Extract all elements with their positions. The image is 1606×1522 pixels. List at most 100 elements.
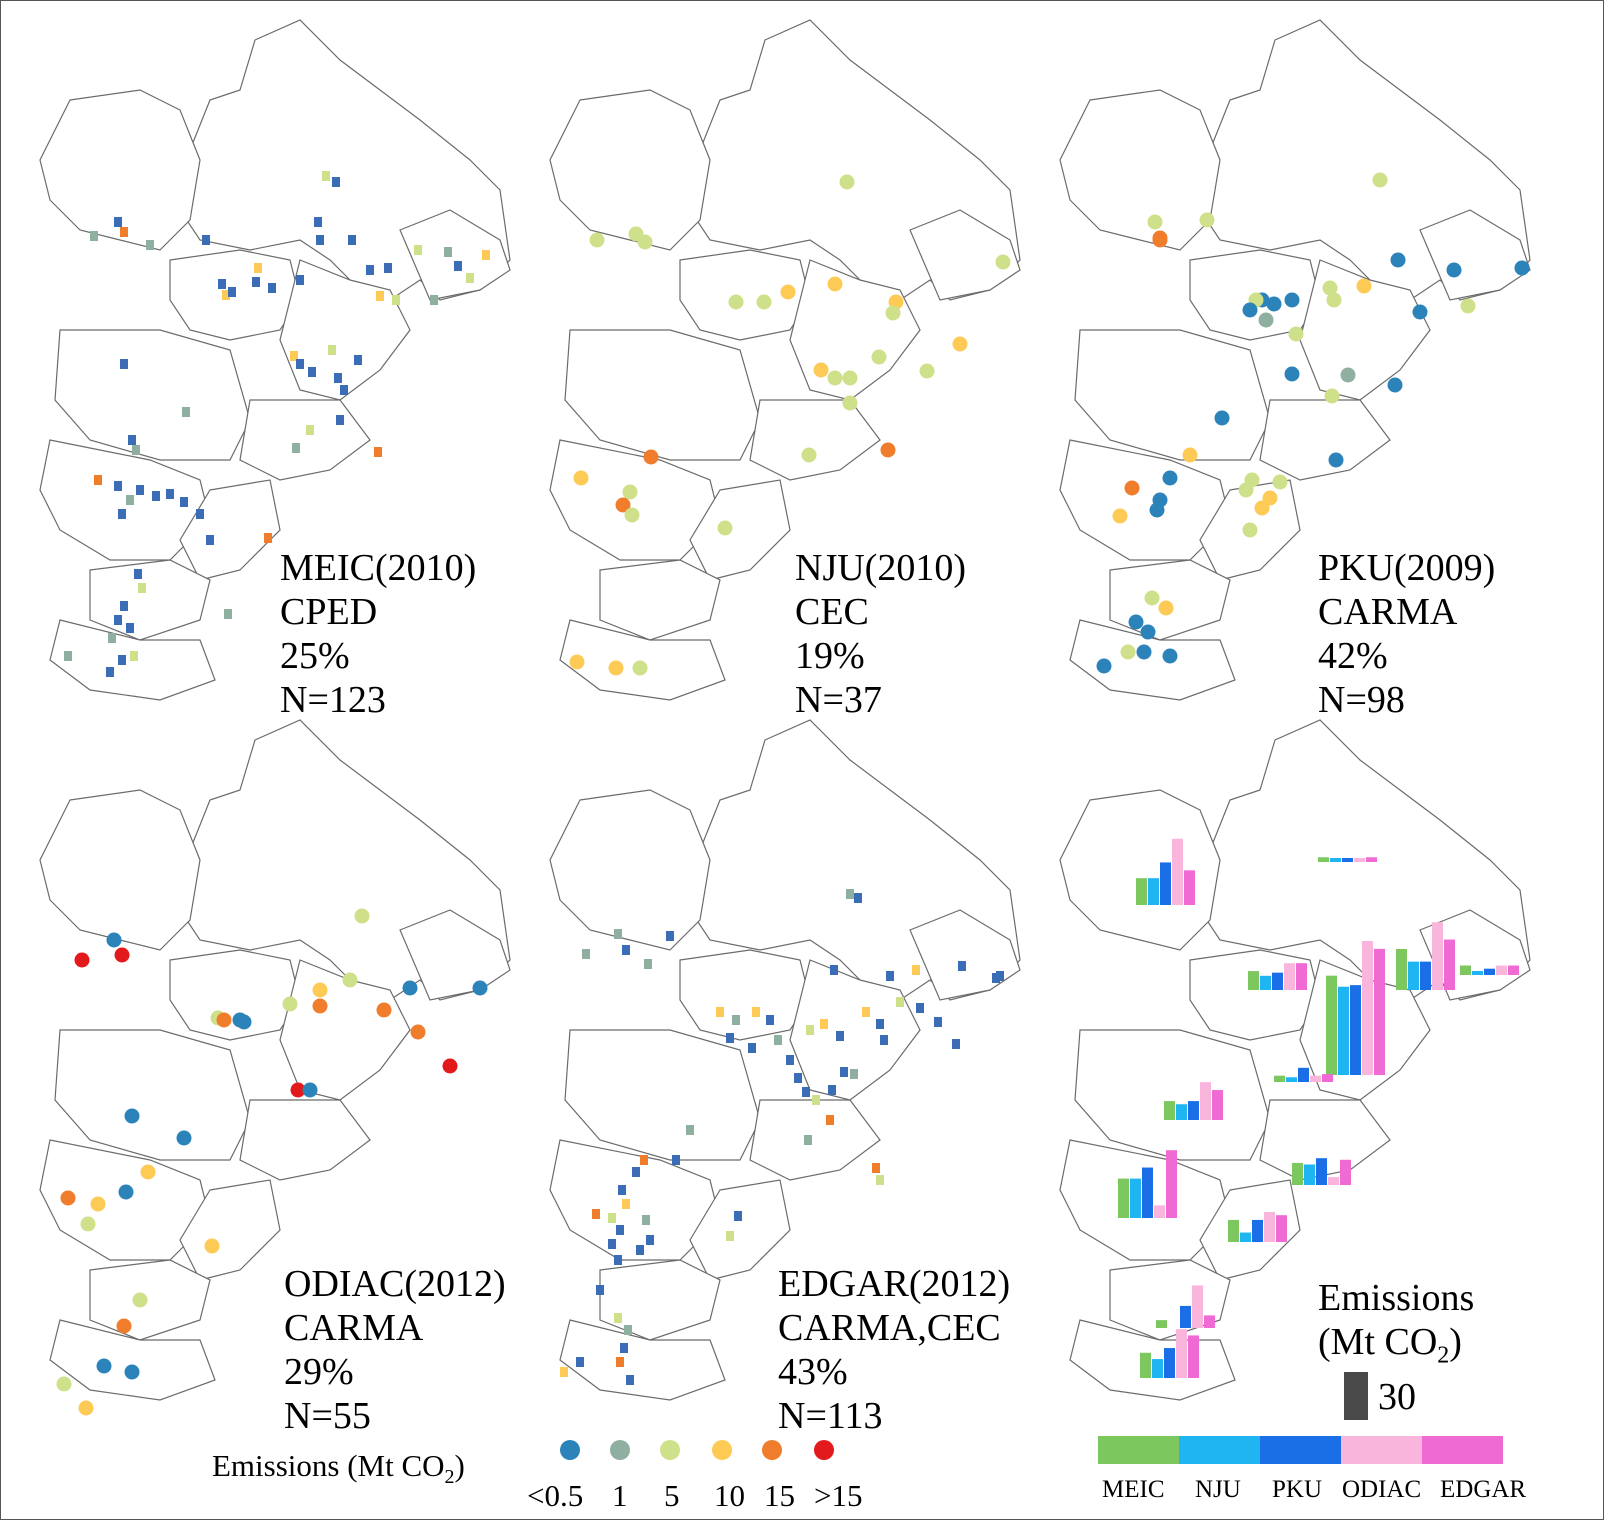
meic-marker [332,177,340,187]
bar-pku [1252,1219,1263,1242]
edgar-marker [794,1073,802,1083]
edgar-marker [806,1025,814,1035]
pku-marker [1140,624,1156,640]
pku-marker [1390,252,1406,268]
panel-pku-percent: 42% [1318,635,1388,677]
meic-marker [454,261,462,271]
bar-group-langfang [1274,1067,1333,1082]
nju-marker [827,370,843,386]
nju-marker [573,470,589,486]
odiac-marker [342,972,358,988]
pku-marker [1324,388,1340,404]
nju-marker [871,349,887,365]
edgar-marker [876,1175,884,1185]
meic-marker [336,415,344,425]
markers-meic [64,171,490,677]
pku-marker [1288,326,1304,342]
pku-marker [1147,214,1163,230]
bar-odiac [1496,965,1507,975]
edgar-marker [916,1003,924,1013]
panel-nju-source: CEC [795,591,869,633]
panel-odiac-percent: 29% [284,1351,354,1393]
meic-marker [334,373,342,383]
panel-meic-title: MEIC(2010) [280,547,477,589]
nju-marker [637,234,653,250]
odiac-marker [118,1184,134,1200]
edgar-marker [608,1213,616,1223]
edgar-marker [666,931,674,941]
bar-legend-label-0: MEIC [1102,1476,1165,1503]
edgar-marker [854,893,862,903]
bar-nju [1260,975,1271,990]
pku-marker [1412,304,1428,320]
bar-nju [1148,878,1159,905]
pku-marker [1112,508,1128,524]
pku-marker [1136,644,1152,660]
bar-legend-swatch-pku [1260,1436,1341,1464]
legend-swatch-3 [712,1440,732,1460]
bar-odiac [1328,1177,1339,1185]
pku-marker [1214,410,1230,426]
odiac-marker [204,1238,220,1254]
meic-marker [392,295,400,305]
markers-odiac [56,908,488,1416]
edgar-marker [624,1325,632,1335]
edgar-marker [836,1031,844,1041]
edgar-marker [862,1007,870,1017]
bar-group-shijiazhuang [1118,1150,1177,1218]
edgar-marker [774,1035,782,1045]
panel-nju-count: N=37 [795,679,882,721]
panel-label-odiac: ODIAC(2012) CARMA 29% N=55 [284,1262,506,1438]
meic-marker [444,247,452,257]
bar-legend-swatch-nju [1179,1436,1260,1464]
edgar-marker [620,1343,628,1353]
bar-pku [1350,985,1361,1075]
bar-nju [1472,971,1483,975]
legend-class-label-2: 5 [664,1478,680,1513]
meic-marker [146,240,154,250]
pku-marker [1258,312,1274,328]
meic-marker [202,235,210,245]
edgar-marker [608,1239,616,1249]
bar-odiac [1354,858,1365,862]
edgar-marker [896,997,904,1007]
panel-edgar-percent: 43% [778,1351,848,1393]
bar-edgar [1374,948,1385,1075]
edgar-marker [880,1035,888,1045]
bar-odiac [1154,1205,1165,1218]
markers-nju [569,174,1011,676]
meic-marker [196,509,204,519]
odiac-marker [140,1164,156,1180]
bar-edgar [1340,1159,1351,1185]
meic-marker [482,250,490,260]
edgar-marker [614,1255,622,1265]
meic-marker [90,231,98,241]
bar-meic [1292,1162,1303,1185]
meic-marker [308,367,316,377]
bar-legend-swatch-edgar [1422,1436,1503,1464]
nju-marker [569,654,585,670]
edgar-marker [640,1155,648,1165]
nju-marker [624,507,640,523]
meic-marker [106,667,114,677]
nju-marker [589,232,605,248]
meic-marker [466,273,474,283]
edgar-marker [830,965,838,975]
meic-marker [376,291,384,301]
pku-marker [1162,470,1178,486]
meic-marker [252,277,260,287]
edgar-marker [632,1167,640,1177]
bar-odiac [1176,1329,1187,1378]
odiac-marker [90,1196,106,1212]
odiac-marker [114,947,130,963]
meic-marker [152,491,160,501]
bar-group-xingtai [1156,1285,1215,1328]
bar-edgar [1296,963,1307,990]
bar-odiac [1362,940,1373,1075]
meic-marker [228,287,236,297]
meic-marker [136,485,144,495]
bar-legend-title-line1: Emissions [1318,1277,1475,1319]
meic-marker [180,497,188,507]
meic-marker [414,245,422,255]
